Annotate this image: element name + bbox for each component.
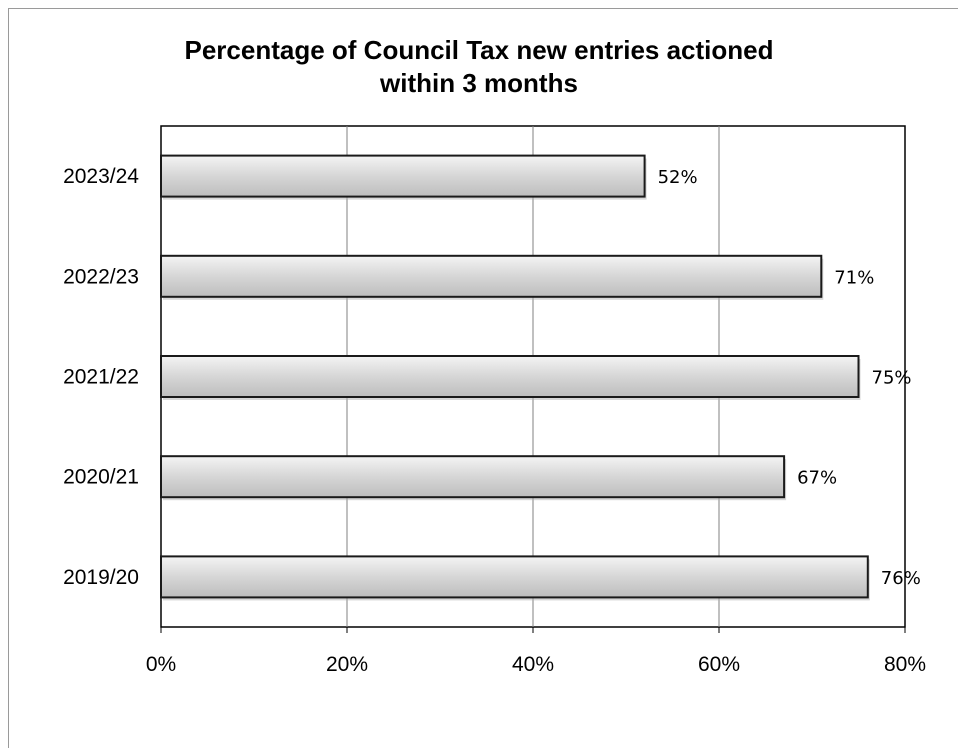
bar	[160, 455, 786, 499]
bar	[160, 555, 869, 599]
x-tick-label: 0%	[146, 653, 176, 676]
chart-title: Percentage of Council Tax new entries ac…	[0, 34, 958, 100]
y-category-label: 2023/24	[63, 165, 139, 188]
bar	[160, 355, 860, 398]
y-category-label: 2021/22	[63, 366, 139, 389]
x-tick-label: 80%	[884, 653, 926, 676]
data-label: 75%	[872, 368, 912, 389]
data-label: 76%	[881, 568, 921, 589]
chart-frame	[8, 8, 958, 748]
data-label: 52%	[658, 167, 698, 188]
bar-chart: 0% 20% 40% 60% 80% 2023/24 52% 2022/23 71% 2021/2…	[63, 125, 926, 676]
x-tick-label: 40%	[512, 653, 554, 676]
y-category-label: 2022/23	[63, 265, 139, 288]
y-category-label: 2019/20	[63, 566, 139, 589]
data-label: 71%	[834, 267, 874, 288]
chart-title-line-2: within 3 months	[380, 68, 578, 98]
y-category-label: 2020/21	[63, 466, 139, 489]
chart-title-line-1: Percentage of Council Tax new entries ac…	[184, 35, 774, 65]
x-tick-label: 20%	[326, 653, 368, 676]
bar	[160, 254, 823, 298]
x-tick-label: 60%	[698, 653, 740, 676]
data-label: 67%	[797, 468, 837, 489]
bar	[160, 154, 646, 198]
